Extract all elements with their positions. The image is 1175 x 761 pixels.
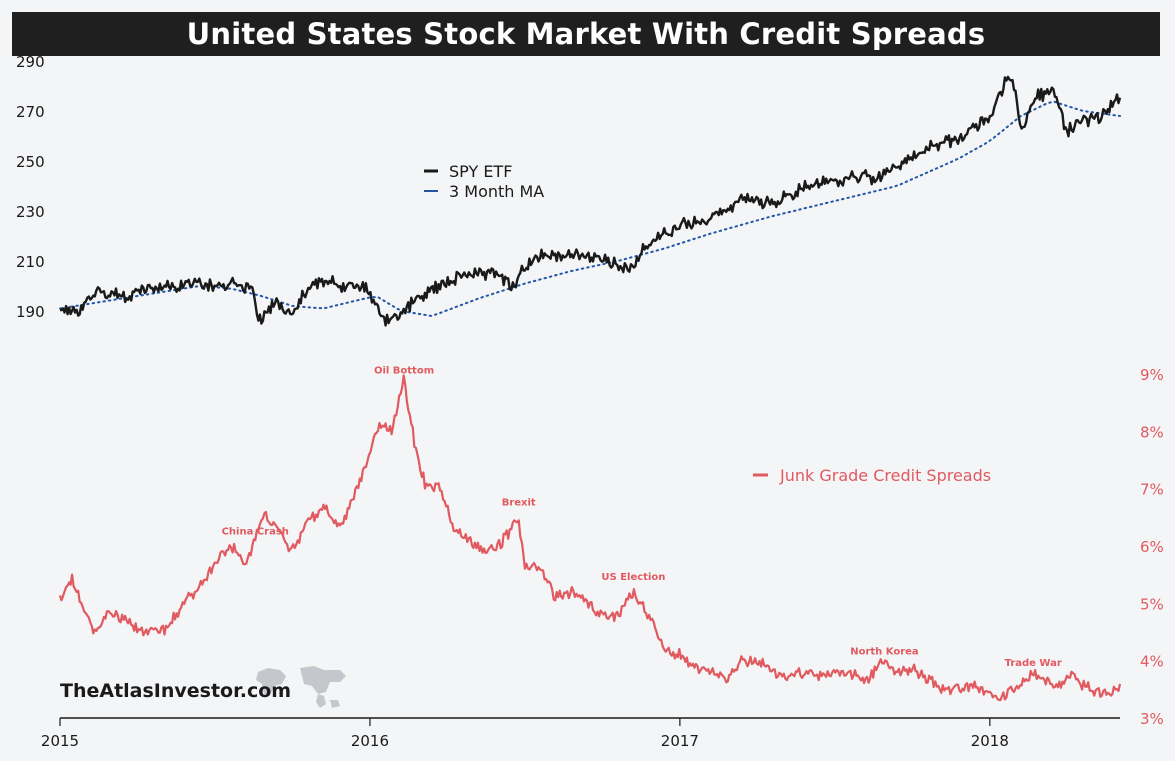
annotation-label: Oil Bottom <box>374 366 434 377</box>
annotation-label: China Crash <box>222 526 289 537</box>
annotation-label: North Korea <box>850 647 918 658</box>
x-tick-label: 2017 <box>661 732 699 750</box>
series-line-junk-spreads <box>58 374 1122 702</box>
x-tick-label: 2016 <box>351 732 389 750</box>
annotation-label: Brexit <box>502 498 536 509</box>
title-bar: United States Stock Market With Credit S… <box>12 12 1160 56</box>
annotation-label: Trade War <box>1005 658 1062 669</box>
legend-label-spy: SPY ETF <box>449 162 512 181</box>
brand-watermark: TheAtlasInvestor.com <box>60 680 292 702</box>
y-tick-label-bottom: 7% <box>1140 481 1164 499</box>
annotation-label: US Election <box>601 572 665 583</box>
legend-label-ma: 3 Month MA <box>449 182 544 201</box>
y-tick-label-top: 270 <box>16 103 45 121</box>
legend-label-spreads: Junk Grade Credit Spreads <box>779 466 991 485</box>
chart-title: United States Stock Market With Credit S… <box>186 17 986 51</box>
world-map-icon <box>256 666 346 708</box>
series-line-spy-etf <box>59 75 1122 327</box>
y-tick-label-bottom: 4% <box>1140 653 1164 671</box>
y-tick-label-top: 210 <box>16 253 45 271</box>
y-tick-label-bottom: 9% <box>1140 366 1164 384</box>
y-tick-label-bottom: 6% <box>1140 538 1164 556</box>
y-tick-label-top: 290 <box>16 53 45 71</box>
x-tick-label: 2018 <box>971 732 1009 750</box>
y-tick-label-top: 250 <box>16 153 45 171</box>
y-tick-label-bottom: 5% <box>1140 595 1164 613</box>
y-tick-label-top: 230 <box>16 203 45 221</box>
y-tick-label-bottom: 3% <box>1140 710 1164 728</box>
y-tick-label-bottom: 8% <box>1140 423 1164 441</box>
x-tick-label: 2015 <box>41 732 79 750</box>
y-tick-label-top: 190 <box>16 303 45 321</box>
